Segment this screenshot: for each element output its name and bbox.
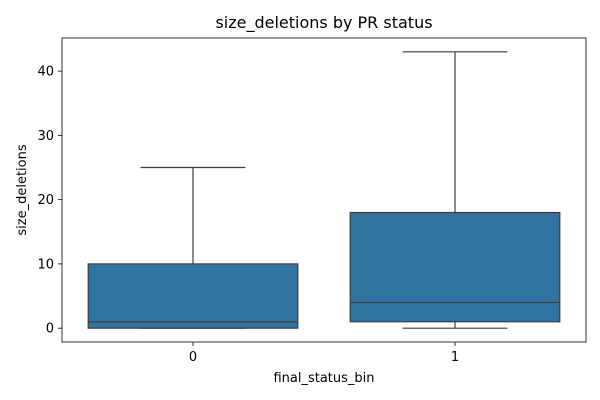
box-0 <box>87 263 299 329</box>
box-1 <box>349 211 561 323</box>
y-tick-label: 0 <box>46 322 54 337</box>
y-tick-label: 30 <box>37 129 54 144</box>
y-tick-label: 20 <box>37 193 54 208</box>
y-tick-label: 40 <box>37 65 54 80</box>
x-tick-label: 0 <box>189 350 197 365</box>
plot-frame <box>61 37 587 343</box>
box-group-1 <box>349 51 561 329</box>
chart-title: size_deletions by PR status <box>215 13 432 33</box>
y-tick-label: 10 <box>37 257 54 272</box>
y-axis-label: size_deletions <box>15 144 30 235</box>
y-axis: 0 10 20 30 40 <box>37 65 62 337</box>
box-group-0 <box>87 166 299 329</box>
x-axis-label: final_status_bin <box>273 371 374 386</box>
x-tick-label: 1 <box>451 350 459 365</box>
plot-area <box>61 37 587 343</box>
